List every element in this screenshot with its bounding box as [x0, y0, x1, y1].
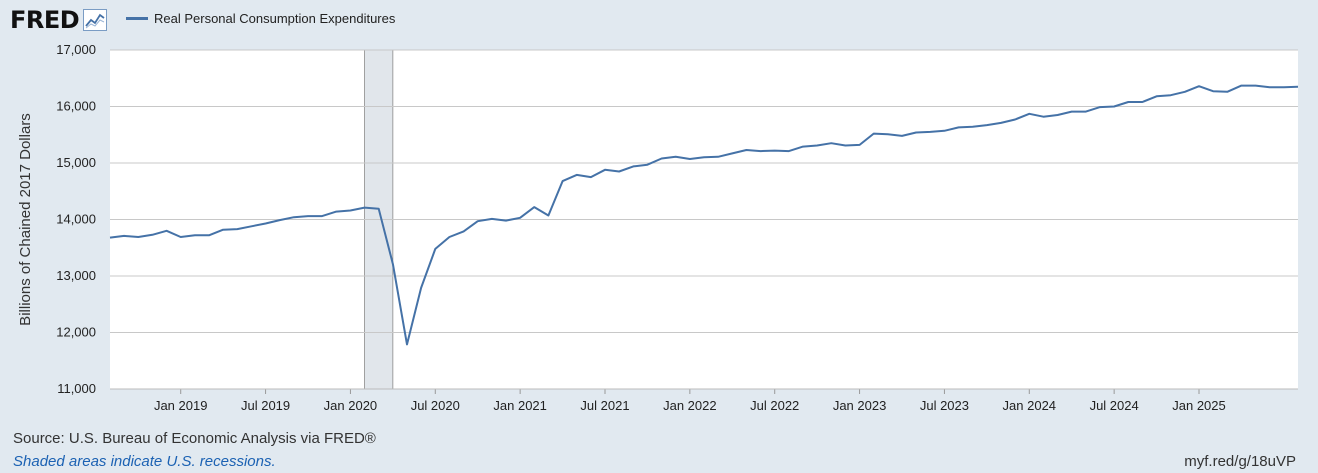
y-tick-label: 11,000: [57, 381, 96, 396]
x-tick-label: Jul 2022: [750, 398, 799, 413]
x-tick-label: Jan 2025: [1172, 398, 1226, 413]
line-chart-icon: [83, 9, 108, 31]
source-text: Source: U.S. Bureau of Economic Analysis…: [13, 430, 376, 447]
y-tick-label: 16,000: [56, 99, 96, 114]
series-line: [109, 84, 1299, 346]
y-tick-label: 13,000: [56, 268, 96, 283]
x-tick-label: Jan 2023: [833, 398, 887, 413]
x-tick-label: Jul 2024: [1090, 398, 1139, 413]
x-tick-label: Jan 2019: [154, 398, 208, 413]
x-tick-label: Jul 2021: [580, 398, 629, 413]
y-tick-label: 14,000: [56, 212, 96, 227]
legend-swatch: [126, 17, 148, 20]
legend-label: Real Personal Consumption Expenditures: [154, 11, 396, 26]
x-tick-label: Jan 2021: [493, 398, 547, 413]
x-tick-label: Jan 2024: [1003, 398, 1057, 413]
chart-legend: Real Personal Consumption Expenditures: [126, 11, 395, 26]
fred-logo[interactable]: FRED: [10, 6, 80, 34]
x-tick-label: Jul 2019: [241, 398, 290, 413]
header: FRED: [10, 6, 108, 34]
x-tick-label: Jul 2023: [920, 398, 969, 413]
x-tick-label: Jan 2022: [663, 398, 717, 413]
y-axis-label: Billions of Chained 2017 Dollars: [17, 113, 34, 326]
y-tick-label: 15,000: [56, 155, 96, 170]
y-tick-label: 12,000: [56, 325, 96, 340]
x-tick-label: Jul 2020: [411, 398, 460, 413]
line-chart: 11,000 12,000 13,000 14,000 15,000 16,000 17,0…: [17, 42, 1299, 413]
y-tick-label: 17,000: [56, 42, 96, 57]
short-link[interactable]: myf.red/g/18uVP: [1184, 453, 1296, 470]
recession-note: Shaded areas indicate U.S. recessions.: [13, 453, 276, 470]
x-tick-label: Jan 2020: [324, 398, 378, 413]
